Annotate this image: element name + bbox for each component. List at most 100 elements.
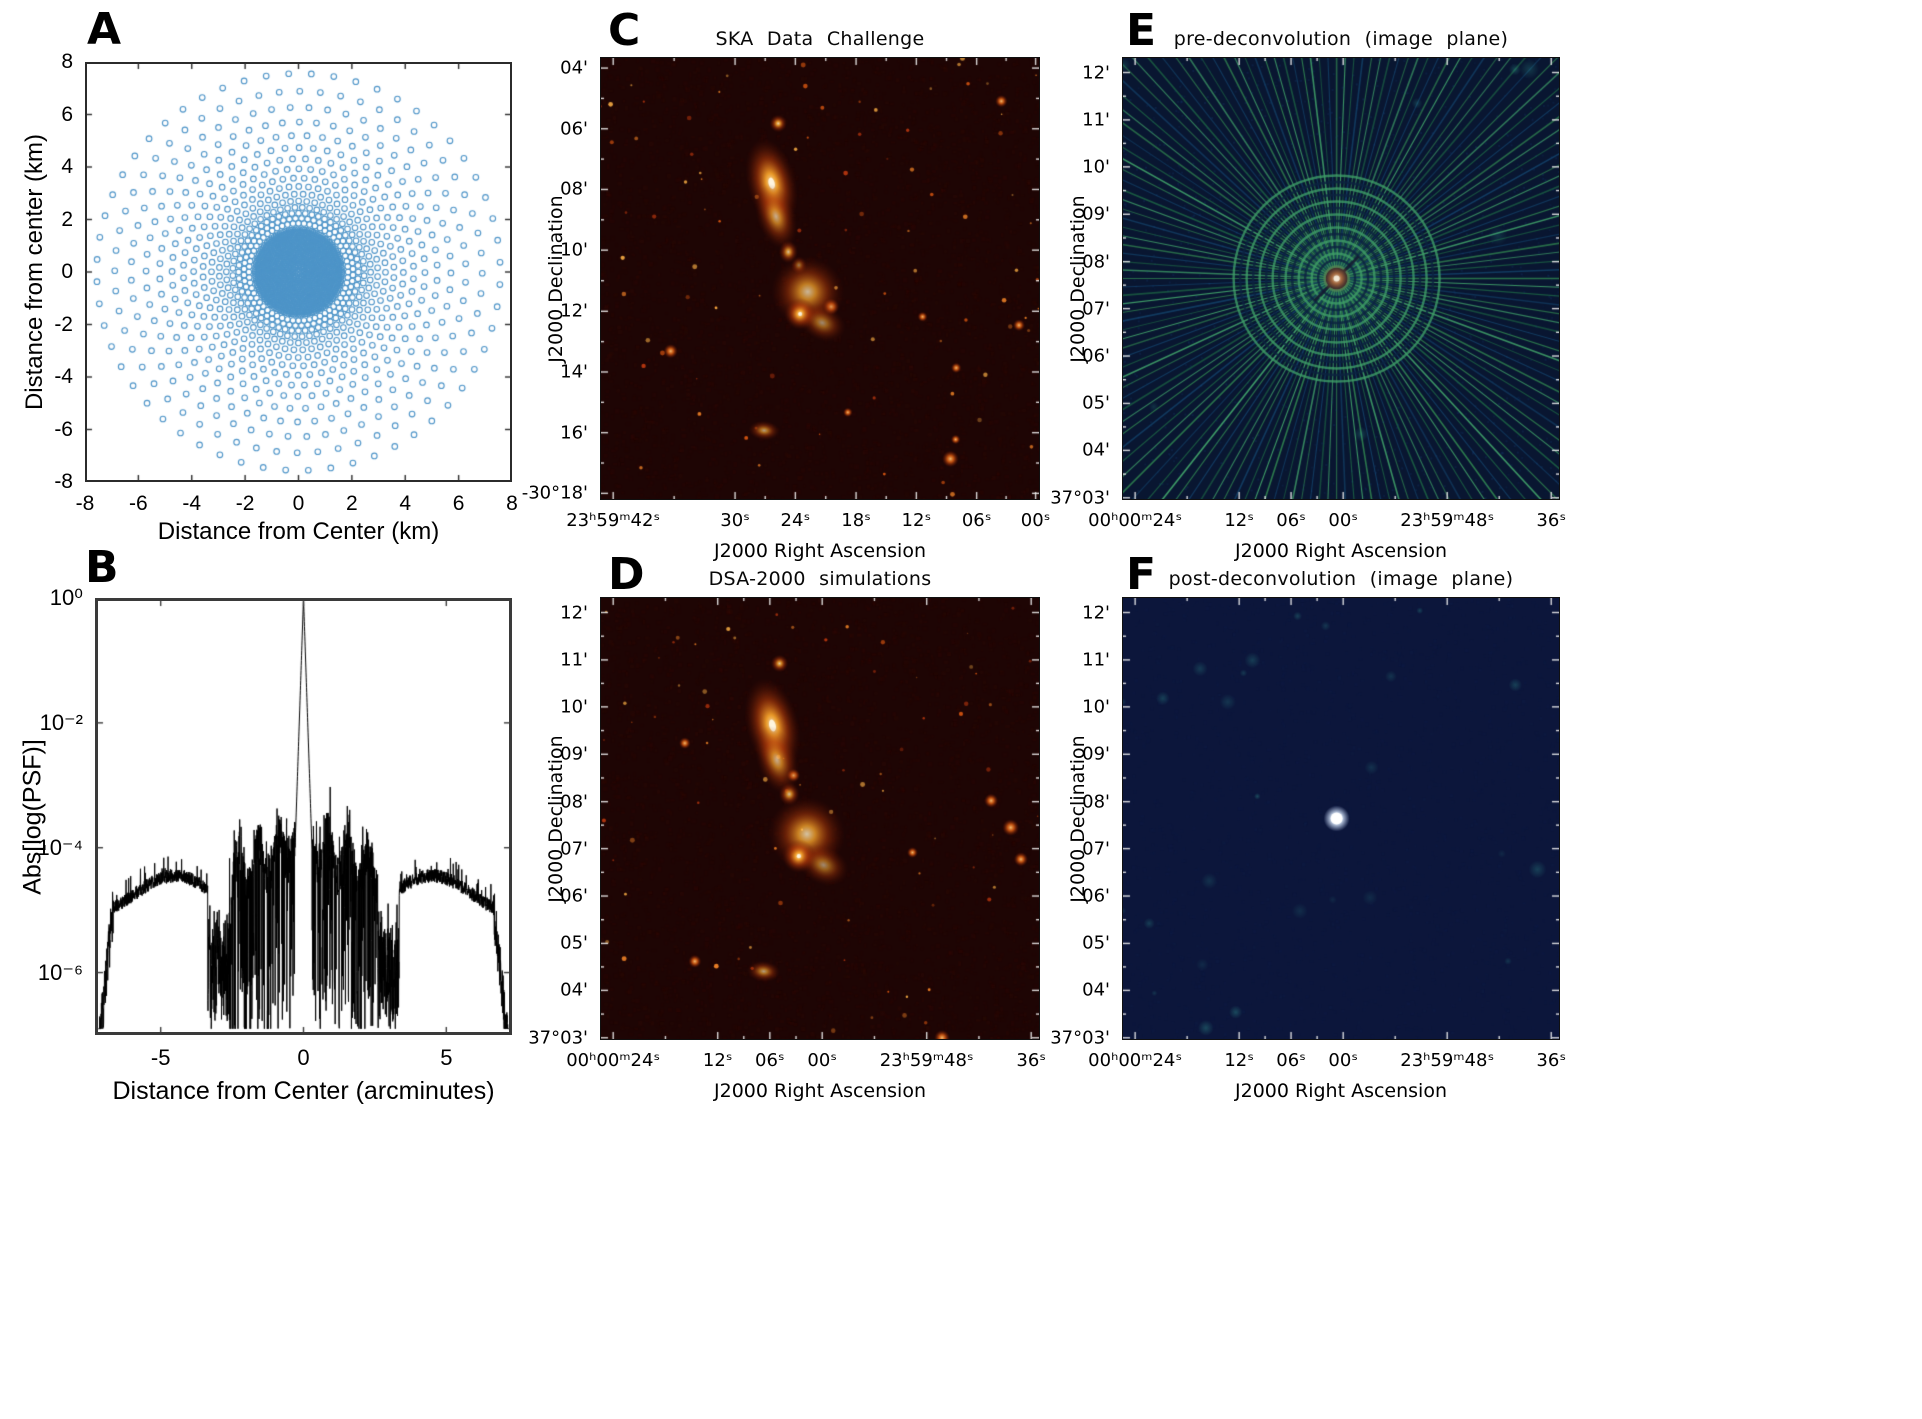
y-tick-label: 04' (1082, 439, 1110, 461)
y-tick-label: -4 (54, 365, 73, 388)
panel-letter-A: A (87, 4, 122, 55)
x-tick-label: 00ˢ (1328, 1050, 1358, 1071)
y-tick-label: 10' (560, 696, 588, 718)
panel-A-y-axis-title: Distance from center (km) (21, 133, 48, 411)
y-tick-label: 10⁻⁶ (37, 959, 83, 985)
y-tick-label: 07' (560, 838, 588, 860)
panel-F-x-axis-title: J2000 Right Ascension (1235, 1080, 1447, 1102)
y-tick-label: 06' (1082, 885, 1110, 907)
x-tick-label: 6 (452, 492, 465, 515)
x-tick-label: 00ˢ (1328, 510, 1358, 531)
panel-E-pre-deconvolution-image: E pre-deconvolution (image plane) 12' 11'… (1050, 9, 1566, 563)
y-tick-label: 12' (560, 602, 588, 623)
panel-E-title: pre-deconvolution (image plane) (1173, 28, 1509, 50)
y-tick-label: 4 (61, 155, 73, 178)
y-tick-label: 10' (1082, 156, 1110, 178)
x-tick-label: 00ʰ00ᵐ24ˢ (1088, 510, 1183, 531)
ska-image-canvas (600, 57, 1040, 500)
psf-line-canvas (95, 598, 512, 1035)
y-tick-label: 08' (560, 178, 588, 200)
panel-C-ska-image: C SKA Data Challenge 04' 06' 08' 10' 12' 14' 1… (522, 9, 1051, 563)
y-tick-label: 08' (1082, 791, 1110, 813)
x-tick-label: 8 (506, 492, 518, 515)
panel-F-y-axis-title: J2000 Declination (1067, 734, 1089, 903)
y-tick-label: 12' (560, 300, 588, 322)
y-tick-label: 09' (560, 743, 588, 765)
panel-B-y-axis-title: Abs[log(PSF)] (18, 738, 47, 895)
x-tick-label: 00ˢ (807, 1050, 837, 1071)
y-tick-label: 37°03' (1050, 487, 1110, 509)
y-tick-label: -6 (54, 417, 73, 441)
y-tick-label: -2 (54, 312, 73, 336)
x-tick-label: 18ˢ (841, 510, 871, 531)
panel-D-dsa-image: D DSA-2000 simulations 12' 11' 10' 09' 08' 07… (528, 553, 1046, 1103)
y-tick-label: 16' (560, 422, 588, 444)
y-tick-label: 07' (1082, 298, 1110, 320)
panel-F-post-deconvolution-image: F post-deconvolution (image plane) 12' 11… (1050, 553, 1566, 1103)
y-tick-label: 05' (1082, 392, 1110, 414)
panel-B-x-axis-title: Distance from Center (arcminutes) (112, 1077, 495, 1105)
panel-E-y-axis-title: J2000 Declination (1067, 194, 1089, 363)
y-tick-label: 10⁻⁴ (37, 834, 83, 860)
y-tick-label: 08' (1082, 251, 1110, 273)
y-tick-label: 11' (1082, 109, 1110, 131)
x-tick-label: 00ˢ (1020, 510, 1051, 531)
x-tick-label: -5 (150, 1045, 171, 1070)
panel-A-antenna-layout: A 8 6 4 2 0 -2 -4 -6 -8 -8 -6 -4 -2 0 2 4 6 8 Distance f… (21, 8, 518, 546)
panel-letter-F: F (1126, 549, 1157, 600)
y-tick-label: 14' (560, 361, 588, 383)
pre-deconvolution-canvas (1122, 57, 1560, 500)
y-tick-label: 12' (1082, 62, 1110, 83)
x-tick-label: 24ˢ (780, 510, 811, 531)
panel-D-title: DSA-2000 simulations (708, 568, 932, 590)
panel-C-title: SKA Data Challenge (715, 28, 925, 50)
x-tick-label: 5 (440, 1045, 453, 1070)
y-tick-label: 04' (560, 57, 588, 79)
panel-letter-D: D (608, 549, 645, 600)
y-tick-label: 11' (560, 649, 588, 671)
x-tick-label: 12ˢ (702, 1050, 733, 1071)
dsa-image-canvas (600, 597, 1040, 1040)
panel-letter-B: B (85, 542, 119, 593)
panel-E-x-axis-title: J2000 Right Ascension (1235, 540, 1447, 562)
x-tick-label: 00ʰ00ᵐ24ˢ (1088, 1050, 1183, 1071)
x-tick-label: 06ˢ (1276, 510, 1306, 531)
x-tick-label: 00ʰ00ᵐ24ˢ (566, 1050, 661, 1071)
x-tick-label: -8 (75, 492, 95, 515)
x-tick-label: 30ˢ (720, 510, 750, 531)
panel-D-x-axis-title: J2000 Right Ascension (714, 1080, 926, 1102)
panel-C-x-axis-title: J2000 Right Ascension (714, 540, 926, 562)
x-tick-label: 0 (297, 1045, 310, 1070)
x-tick-label: 23ʰ59ᵐ48ˢ (1400, 510, 1495, 531)
y-tick-label: 06' (1082, 345, 1110, 367)
y-tick-label: 04' (1082, 979, 1110, 1001)
y-tick-label: -8 (54, 470, 73, 493)
y-tick-label: 06' (560, 885, 588, 907)
y-tick-label: 0 (61, 260, 73, 283)
y-tick-label: 37°03' (1050, 1027, 1110, 1049)
x-tick-label: 06ˢ (755, 1050, 785, 1071)
y-tick-label: 6 (61, 102, 73, 126)
y-tick-label: 10⁻² (39, 709, 83, 735)
x-tick-label: -6 (129, 492, 148, 515)
x-tick-label: 23ʰ59ᵐ42ˢ (566, 510, 661, 531)
y-tick-label: 10⁰ (49, 585, 83, 610)
y-tick-label: 05' (560, 932, 588, 954)
y-tick-label: 09' (1082, 743, 1110, 765)
y-tick-label: 10' (560, 239, 588, 261)
panel-B-psf-profile: B 10⁰ 10⁻² 10⁻⁴ 10⁻⁶ -5 0 5 Abs[log(PSF)] Dis… (19, 546, 512, 1105)
x-tick-label: 23ʰ59ᵐ48ˢ (1400, 1050, 1495, 1071)
panel-C-y-axis-title: J2000 Declination (545, 194, 567, 363)
panel-A-x-axis-title: Distance from Center (km) (157, 518, 440, 545)
y-tick-label: 2 (61, 207, 73, 231)
y-tick-label: 11' (1082, 649, 1110, 671)
x-tick-label: 23ʰ59ᵐ48ˢ (879, 1050, 974, 1071)
x-tick-label: 12ˢ (1224, 1050, 1254, 1071)
x-tick-label: 12ˢ (1224, 510, 1254, 531)
y-tick-label: 08' (560, 791, 588, 813)
panel-letter-C: C (608, 5, 641, 56)
x-tick-label: 36ˢ (1536, 1050, 1567, 1071)
x-tick-label: 0 (292, 492, 305, 515)
panel-D-y-axis-title: J2000 Declination (545, 734, 567, 903)
